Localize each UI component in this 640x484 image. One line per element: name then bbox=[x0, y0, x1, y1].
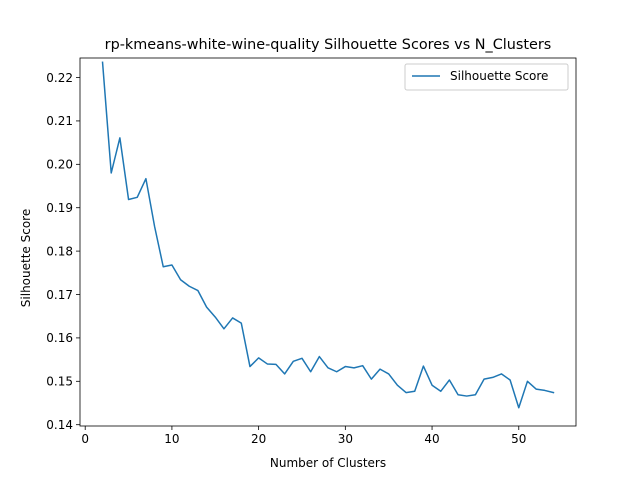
x-tick-label: 50 bbox=[511, 432, 526, 446]
y-tick-label: 0.17 bbox=[46, 288, 73, 302]
x-tick-label: 30 bbox=[338, 432, 353, 446]
legend-label: Silhouette Score bbox=[450, 69, 548, 83]
y-tick-label: 0.20 bbox=[46, 158, 73, 172]
x-axis-ticks: 0 10 20 30 40 50 bbox=[81, 426, 526, 446]
y-tick-label: 0.22 bbox=[46, 71, 73, 85]
x-tick-label: 0 bbox=[81, 432, 89, 446]
y-tick-label: 0.14 bbox=[46, 418, 73, 432]
axes-frame bbox=[79, 57, 577, 427]
y-tick-label: 0.18 bbox=[46, 244, 73, 258]
plot-area bbox=[79, 57, 577, 427]
y-axis-ticks: 0.14 0.15 0.16 0.17 0.18 0.19 0.20 0.21 0.22 bbox=[46, 71, 80, 432]
x-axis-label: Number of Clusters bbox=[270, 456, 386, 470]
y-tick-label: 0.15 bbox=[46, 375, 73, 389]
x-tick-label: 10 bbox=[164, 432, 179, 446]
legend: Silhouette Score bbox=[404, 63, 569, 91]
series-line-0 bbox=[101, 61, 555, 409]
y-tick-label: 0.19 bbox=[46, 201, 73, 215]
y-tick-label: 0.16 bbox=[46, 331, 73, 345]
y-axis-label: Silhouette Score bbox=[19, 209, 33, 307]
legend-box bbox=[404, 63, 569, 91]
x-tick-label: 20 bbox=[251, 432, 266, 446]
x-tick-label: 40 bbox=[424, 432, 439, 446]
y-tick-label: 0.21 bbox=[46, 114, 73, 128]
chart-title: rp-kmeans-white-wine-quality Silhouette … bbox=[105, 37, 552, 53]
